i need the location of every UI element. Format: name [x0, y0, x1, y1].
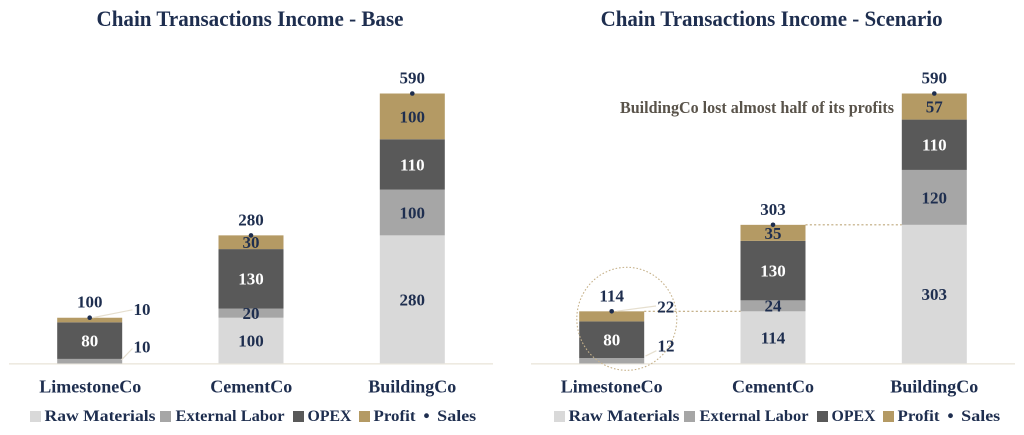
svg-text:35: 35 [765, 224, 782, 243]
svg-text:External Labor: External Labor [176, 408, 285, 425]
svg-text:590: 590 [400, 69, 426, 88]
svg-text:24: 24 [765, 297, 783, 316]
svg-text:LimestoneCo: LimestoneCo [39, 377, 141, 397]
svg-text:Profit: Profit [374, 408, 417, 425]
svg-text:114: 114 [761, 328, 786, 347]
svg-text:130: 130 [238, 270, 264, 289]
svg-text:114: 114 [599, 286, 624, 305]
svg-text:BuildingCo: BuildingCo [368, 377, 456, 397]
svg-text:110: 110 [922, 136, 947, 155]
svg-text:Sales: Sales [437, 408, 476, 425]
svg-text:10: 10 [134, 300, 151, 319]
svg-text:80: 80 [603, 331, 620, 350]
svg-text:Raw Materials: Raw Materials [569, 408, 680, 425]
svg-text:80: 80 [81, 332, 98, 351]
svg-text:303: 303 [922, 285, 948, 304]
svg-text:10: 10 [134, 337, 151, 356]
svg-text:130: 130 [760, 262, 786, 281]
svg-text:100: 100 [77, 293, 103, 312]
svg-text:110: 110 [400, 155, 425, 174]
svg-text:BuildingCo: BuildingCo [890, 377, 978, 397]
svg-text:280: 280 [400, 290, 426, 309]
svg-text:LimestoneCo: LimestoneCo [561, 377, 663, 397]
svg-text:20: 20 [243, 304, 260, 323]
svg-text:Raw Materials: Raw Materials [45, 408, 156, 425]
svg-text:CementCo: CementCo [732, 377, 814, 397]
svg-text:12: 12 [658, 336, 675, 355]
svg-text:Profit: Profit [898, 408, 941, 425]
svg-text:590: 590 [922, 69, 948, 88]
svg-text:Chain Transactions Income - Ba: Chain Transactions Income - Base [97, 6, 404, 31]
svg-text:30: 30 [243, 233, 260, 252]
svg-text:22: 22 [657, 298, 674, 317]
svg-text:External Labor: External Labor [700, 408, 809, 425]
svg-text:303: 303 [760, 200, 786, 219]
svg-text:Chain Transactions Income - Sc: Chain Transactions Income - Scenario [601, 6, 943, 31]
svg-text:100: 100 [400, 203, 426, 222]
svg-text:100: 100 [400, 107, 426, 126]
svg-text:OPEX: OPEX [832, 408, 876, 425]
svg-text:OPEX: OPEX [308, 408, 352, 425]
svg-text:Sales: Sales [961, 408, 1000, 425]
svg-text:57: 57 [926, 97, 944, 116]
svg-text:BuildingCo lost almost half of: BuildingCo lost almost half of its profi… [620, 98, 894, 117]
svg-text:120: 120 [922, 188, 948, 207]
svg-text:100: 100 [238, 332, 264, 351]
svg-text:CementCo: CementCo [210, 377, 292, 397]
svg-text:280: 280 [238, 210, 264, 229]
